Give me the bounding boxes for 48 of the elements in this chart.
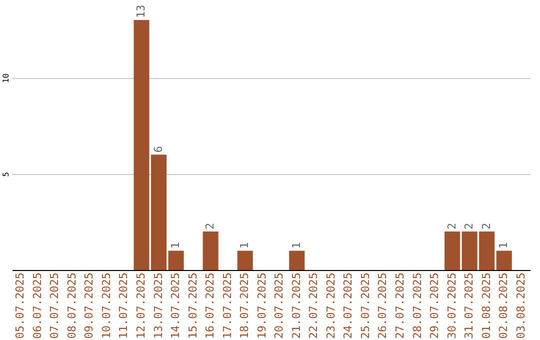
bar — [202, 232, 218, 270]
x-tick-label: 10.07.2025 — [100, 272, 113, 339]
bar — [237, 250, 253, 270]
data-label: 2 — [445, 222, 458, 230]
data-label: 13 — [134, 4, 148, 18]
x-tick-label: 16.07.2025 — [204, 272, 217, 339]
data-label: 2 — [480, 222, 493, 230]
data-label: 1 — [238, 242, 252, 249]
x-tick-label: 06.07.2025 — [30, 272, 44, 339]
x-tick-label: 19.07.2025 — [255, 272, 268, 339]
data-label: 1 — [169, 242, 182, 249]
x-tick-label: 30.07.2025 — [445, 272, 458, 339]
x-tick-label: 07.07.2025 — [48, 272, 62, 339]
x-tick-label: 17.07.2025 — [220, 272, 234, 339]
y-tick-label: 10 — [2, 73, 10, 84]
x-tick-label: 29.07.2025 — [428, 272, 442, 339]
y-tick-label: 5 — [2, 172, 10, 177]
x-tick-label: 25.07.2025 — [358, 272, 372, 339]
x-tick-label: 03.08.2025 — [514, 272, 528, 339]
x-tick-label: 18.07.2025 — [238, 272, 252, 339]
x-tick-label: 12.07.2025 — [134, 272, 148, 339]
x-tick-label: 11.07.2025 — [117, 272, 130, 339]
x-tick-label: 27.07.2025 — [394, 272, 406, 339]
x-tick-label: 05.07.2025 — [14, 272, 27, 339]
x-tick-label: 14.07.2025 — [169, 272, 182, 339]
bar — [444, 232, 460, 270]
x-tick-label: 08.07.2025 — [65, 272, 78, 339]
x-tick-label: 28.07.2025 — [410, 272, 424, 339]
x-tick-label: 24.07.2025 — [342, 272, 355, 339]
data-label: 1 — [290, 242, 303, 249]
x-tick-label: 20.07.2025 — [272, 272, 286, 339]
data-label: 2 — [462, 222, 476, 230]
bar — [289, 250, 305, 270]
data-label: 1 — [497, 242, 510, 249]
bar — [496, 250, 512, 270]
x-tick-label: 21.07.2025 — [290, 272, 303, 339]
x-tick-label: 09.07.2025 — [82, 272, 96, 339]
x-tick-label: 02.08.2025 — [497, 272, 510, 339]
x-tick-label: 22.07.2025 — [307, 272, 320, 339]
x-tick-label: 13.07.2025 — [152, 272, 165, 339]
bar — [168, 250, 184, 270]
x-tick-label: 15.07.2025 — [186, 272, 200, 339]
x-tick-label: 01.08.2025 — [480, 272, 493, 339]
x-tick-label: 23.07.2025 — [324, 272, 338, 339]
data-label: 2 — [204, 222, 217, 230]
data-label: 6 — [152, 146, 165, 153]
x-tick-label: 31.07.2025 — [462, 272, 476, 339]
x-tick-label: 26.07.2025 — [376, 272, 390, 339]
